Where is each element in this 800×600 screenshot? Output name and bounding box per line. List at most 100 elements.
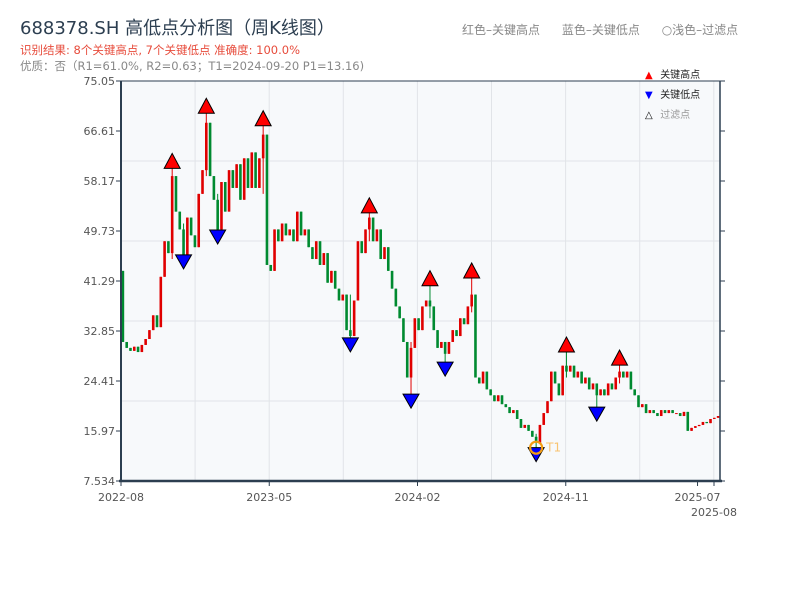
x-tick-label: 2025-08 xyxy=(691,506,737,519)
candle-body xyxy=(265,134,269,265)
candle xyxy=(265,134,269,265)
candle-body xyxy=(371,217,375,242)
top-legend-filtered: ○浅色–过滤点 xyxy=(661,23,739,37)
candle-body xyxy=(459,318,462,337)
candle-body xyxy=(170,176,174,254)
candle-body xyxy=(193,235,197,248)
candle-body xyxy=(295,211,299,242)
candle xyxy=(277,229,280,242)
candle-body xyxy=(576,371,580,378)
candle xyxy=(311,247,314,260)
candle xyxy=(174,176,178,212)
candle-body xyxy=(531,430,534,437)
candle xyxy=(132,346,136,351)
candle-body xyxy=(713,417,716,419)
candle xyxy=(538,424,542,443)
candle xyxy=(258,158,261,188)
x-tick-label: 2025-07 xyxy=(675,491,721,504)
triangle-up-red-icon: ▲ xyxy=(645,70,653,81)
candle xyxy=(523,424,527,428)
y-tick-label: 32.85 xyxy=(84,325,116,338)
candle-body xyxy=(280,223,284,242)
candle-body xyxy=(671,410,674,414)
candle-body xyxy=(595,383,599,396)
candle xyxy=(432,306,436,331)
candle xyxy=(159,276,163,328)
candle-body xyxy=(413,318,417,348)
candle-body xyxy=(379,229,382,260)
candle xyxy=(663,410,667,414)
candle-body xyxy=(223,182,227,212)
candle xyxy=(667,410,671,414)
candle-body xyxy=(496,395,500,402)
key-high-marker xyxy=(462,261,481,279)
candle xyxy=(318,241,322,265)
candle-body xyxy=(709,418,712,424)
candle-body xyxy=(405,341,409,378)
candle-body xyxy=(663,410,667,414)
candle xyxy=(409,341,413,395)
candle xyxy=(557,383,561,396)
candle-body xyxy=(466,306,470,325)
y-tick-label: 24.41 xyxy=(84,375,116,388)
candle xyxy=(455,330,458,337)
key-high-marker xyxy=(421,269,439,287)
candle-body xyxy=(364,229,367,254)
candle-body xyxy=(254,152,257,188)
candle xyxy=(508,407,511,414)
candle-body xyxy=(568,365,572,372)
candle xyxy=(436,330,439,348)
candle-body xyxy=(269,264,273,271)
candle-body xyxy=(292,229,295,242)
candle-body xyxy=(474,294,477,378)
candle-body xyxy=(716,416,720,418)
candle xyxy=(561,365,564,396)
candle-body xyxy=(656,413,659,417)
candle-body xyxy=(614,377,618,390)
candle xyxy=(379,229,382,260)
candle-body xyxy=(610,383,614,390)
candle xyxy=(447,341,451,354)
candle xyxy=(701,421,705,425)
candle-body xyxy=(402,318,405,342)
candle xyxy=(295,211,299,242)
candle-body xyxy=(561,365,564,396)
candle-body xyxy=(659,410,663,417)
candle-body xyxy=(121,270,125,342)
legend-key-low: ▼ 关键低点 xyxy=(645,90,701,101)
candle xyxy=(299,211,303,236)
candle xyxy=(223,182,227,212)
candle-body xyxy=(182,229,185,257)
top-legend-high: 红色–关键高点 xyxy=(462,23,541,37)
candle xyxy=(186,217,189,257)
candle xyxy=(136,346,140,353)
candle-body xyxy=(167,241,170,254)
candle xyxy=(269,264,273,271)
candle-body xyxy=(349,330,352,337)
candle-body xyxy=(205,122,208,171)
candle xyxy=(640,404,644,408)
candle xyxy=(371,217,375,242)
key-low-marker xyxy=(208,229,227,246)
candle-body xyxy=(189,217,193,236)
key-high-marker xyxy=(610,349,629,366)
candle-body xyxy=(694,426,697,428)
candle xyxy=(690,427,693,431)
key-high-marker xyxy=(197,97,216,114)
y-tick-label: 58.17 xyxy=(84,175,116,188)
candle xyxy=(716,416,720,418)
x-tick-label: 2024-11 xyxy=(543,491,589,504)
y-tick-label: 15.97 xyxy=(84,425,116,438)
candle-body xyxy=(565,365,568,372)
candle xyxy=(322,253,326,265)
candle xyxy=(633,389,636,396)
candle-body xyxy=(151,315,155,331)
candle-body xyxy=(489,389,492,396)
candle xyxy=(254,152,257,188)
candle-body xyxy=(136,346,140,353)
candle-body xyxy=(368,217,371,230)
candle-body xyxy=(212,176,216,200)
candle xyxy=(284,223,288,236)
top-legend: 红色–关键高点 蓝色–关键低点 ○浅色–过滤点 xyxy=(462,21,738,38)
candle-body xyxy=(667,410,671,414)
